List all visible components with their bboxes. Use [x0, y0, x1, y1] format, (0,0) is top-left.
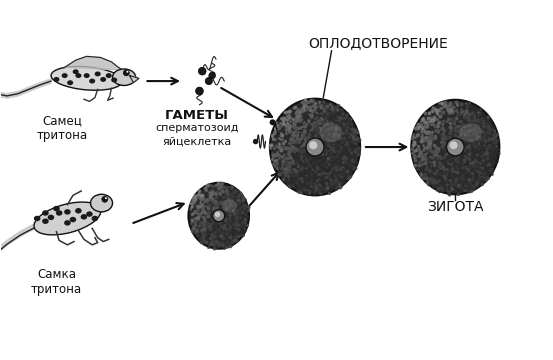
Ellipse shape [91, 194, 112, 212]
Ellipse shape [64, 220, 71, 226]
Ellipse shape [189, 183, 249, 249]
Ellipse shape [81, 214, 87, 220]
Circle shape [446, 138, 464, 156]
Text: Самка
тритона: Самка тритона [31, 268, 82, 296]
Circle shape [123, 70, 129, 76]
Ellipse shape [34, 216, 40, 221]
Circle shape [209, 72, 216, 79]
Ellipse shape [84, 73, 90, 78]
Polygon shape [0, 79, 51, 98]
Text: яйцеклетка: яйцеклетка [162, 136, 231, 146]
Polygon shape [129, 76, 139, 83]
Circle shape [215, 212, 220, 217]
Text: сперматозоид: сперматозоид [155, 123, 238, 134]
Circle shape [309, 141, 317, 149]
Circle shape [199, 67, 206, 75]
Ellipse shape [222, 199, 237, 212]
Ellipse shape [51, 66, 122, 90]
Ellipse shape [42, 210, 49, 216]
Circle shape [270, 119, 276, 125]
Ellipse shape [70, 217, 76, 222]
Ellipse shape [111, 77, 117, 82]
Circle shape [196, 87, 204, 95]
Circle shape [253, 139, 258, 144]
Ellipse shape [95, 71, 101, 76]
Ellipse shape [72, 69, 79, 74]
Ellipse shape [270, 99, 360, 195]
Ellipse shape [460, 123, 482, 142]
Text: ГАМЕТЫ: ГАМЕТЫ [165, 109, 229, 122]
Circle shape [205, 77, 212, 85]
Ellipse shape [53, 206, 60, 211]
Circle shape [105, 197, 107, 199]
Ellipse shape [75, 208, 82, 213]
Ellipse shape [56, 210, 62, 216]
Ellipse shape [61, 73, 67, 78]
Ellipse shape [106, 73, 112, 78]
Ellipse shape [100, 77, 106, 82]
Ellipse shape [92, 216, 98, 221]
Text: ЗИГОТА: ЗИГОТА [427, 201, 483, 215]
Ellipse shape [54, 77, 59, 82]
Polygon shape [0, 224, 34, 260]
Ellipse shape [48, 215, 54, 220]
Ellipse shape [86, 211, 93, 217]
Text: Самец
тритона: Самец тритона [36, 114, 87, 142]
Ellipse shape [112, 69, 135, 85]
Ellipse shape [34, 202, 101, 235]
Polygon shape [65, 57, 122, 70]
Circle shape [450, 141, 457, 149]
Circle shape [102, 196, 108, 202]
Ellipse shape [67, 80, 73, 85]
Circle shape [306, 138, 324, 156]
Ellipse shape [89, 78, 95, 84]
Text: ОПЛОДОТВОРЕНИЕ: ОПЛОДОТВОРЕНИЕ [309, 36, 448, 50]
Ellipse shape [320, 123, 342, 142]
Ellipse shape [64, 209, 71, 215]
Circle shape [127, 71, 128, 73]
Ellipse shape [411, 100, 499, 194]
Circle shape [213, 210, 225, 222]
Ellipse shape [75, 73, 81, 78]
Ellipse shape [42, 219, 49, 224]
